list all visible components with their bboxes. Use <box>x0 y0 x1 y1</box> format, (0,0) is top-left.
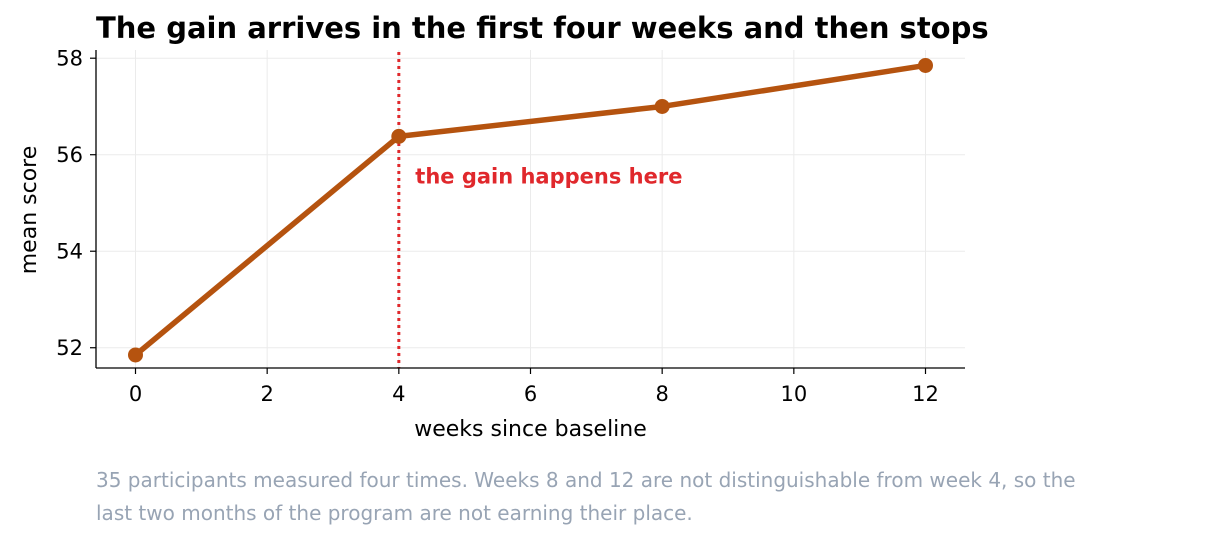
label-layer: the gain happens here <box>415 164 682 188</box>
caption-line-1: 35 participants measured four times. Wee… <box>96 468 1076 492</box>
series-line <box>132 62 929 358</box>
chart-title: The gain arrives in the first four weeks… <box>96 11 989 45</box>
grid <box>96 50 965 368</box>
y-axis-label: mean score <box>17 146 42 275</box>
x-tick-label: 4 <box>392 382 405 406</box>
caption-line-2: last two months of the program are not e… <box>96 501 693 525</box>
x-tick-label: 12 <box>912 382 939 406</box>
y-tick-label: 52 <box>56 336 83 360</box>
data-point <box>391 128 407 144</box>
axes: 0 2 4 6 8 10 12 52 54 56 58 <box>56 47 965 406</box>
x-tick-label: 2 <box>260 382 273 406</box>
data-point <box>654 98 670 114</box>
x-tick-label: 8 <box>655 382 668 406</box>
y-tick-label: 58 <box>56 47 83 71</box>
x-tick-label: 6 <box>524 382 537 406</box>
caption: 35 participants measured four times. Wee… <box>96 464 1221 530</box>
x-tick-label: 10 <box>780 382 807 406</box>
data-point <box>918 57 933 73</box>
data-point <box>128 347 143 363</box>
series-layer <box>128 57 933 363</box>
y-tick-label: 54 <box>56 240 83 264</box>
annotation-label: the gain happens here <box>415 164 682 188</box>
x-axis-label: weeks since baseline <box>414 417 647 442</box>
x-tick-label: 0 <box>129 382 142 406</box>
y-tick-label: 56 <box>56 143 83 167</box>
